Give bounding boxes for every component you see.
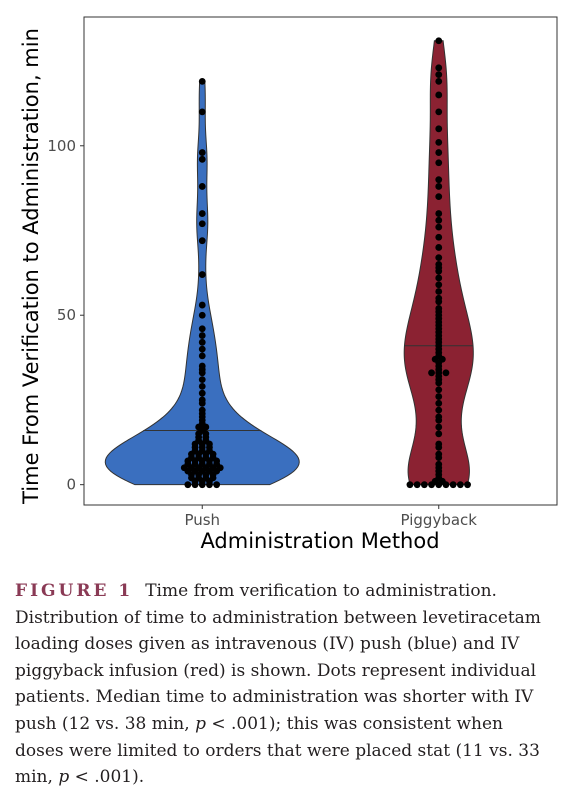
data-point: [435, 254, 443, 262]
x-tick-label: Push: [184, 511, 220, 529]
data-point: [435, 71, 443, 79]
data-point: [435, 294, 443, 302]
data-point: [435, 423, 443, 431]
data-point: [198, 311, 206, 319]
caption-text-3: < .001).: [69, 767, 145, 788]
data-point: [435, 233, 443, 241]
figure-label: FIGURE 1: [15, 581, 134, 601]
data-point: [435, 37, 443, 45]
y-tick-label: 100: [47, 137, 76, 155]
data-point: [198, 149, 206, 156]
data-point: [435, 393, 443, 400]
data-point: [435, 399, 443, 407]
data-point: [435, 216, 443, 224]
data-point: [435, 91, 443, 99]
data-point: [198, 155, 206, 163]
data-point: [435, 108, 443, 116]
data-point: [198, 345, 206, 353]
data-point: [435, 210, 443, 217]
data-point: [435, 64, 443, 72]
data-point: [198, 382, 206, 390]
caption-text-2: < .001); this was consistent when doses …: [15, 713, 540, 788]
data-point: [198, 362, 206, 370]
data-point: [198, 332, 206, 339]
data-point: [198, 396, 206, 404]
data-point: [435, 159, 443, 167]
data-point: [428, 369, 435, 377]
data-point: [435, 274, 443, 282]
data-point: [442, 369, 450, 377]
data-point: [435, 450, 443, 458]
data-point: [198, 352, 206, 360]
data-point: [435, 77, 443, 85]
caption-text-1: Time from verification to administration…: [15, 581, 541, 734]
data-point: [198, 325, 206, 333]
data-point: [198, 237, 206, 245]
violin-chart: 0 50 100 Push Piggyback Time From Verificat…: [19, 16, 558, 553]
y-axis: 0 50 100: [47, 137, 84, 494]
y-tick-label: 0: [66, 476, 76, 494]
x-axis: Push Piggyback: [184, 505, 477, 529]
x-axis-title: Administration Method: [200, 529, 439, 553]
data-point: [435, 288, 443, 295]
data-point: [198, 210, 206, 217]
data-point: [464, 481, 471, 489]
data-point: [435, 176, 443, 184]
data-point: [435, 281, 443, 289]
data-point: [435, 138, 443, 146]
data-point: [406, 481, 414, 489]
data-point: [456, 481, 464, 489]
data-point: [198, 301, 206, 309]
data-point: [435, 305, 443, 312]
data-point: [198, 183, 206, 190]
figure-caption: FIGURE 1 Time from verification to admini…: [15, 578, 555, 791]
data-point: [198, 271, 206, 278]
data-point: [420, 481, 428, 489]
data-point: [435, 460, 443, 468]
y-axis-title: Time From Verification to Administration…: [19, 28, 43, 505]
data-point: [413, 481, 421, 489]
data-point: [198, 406, 206, 414]
data-point: [198, 376, 206, 384]
data-point: [435, 260, 443, 268]
caption-p-2: p: [58, 767, 70, 788]
y-tick-label: 50: [57, 306, 76, 324]
data-point: [198, 338, 206, 346]
data-point: [198, 220, 206, 228]
x-tick-label: Piggyback: [401, 511, 478, 529]
data-point: [435, 406, 443, 414]
data-point: [435, 183, 443, 190]
data-point: [435, 430, 443, 438]
data-point: [435, 244, 443, 251]
data-point: [449, 481, 457, 489]
data-point: [198, 77, 206, 85]
data-point: [435, 125, 443, 133]
caption-p-1: p: [195, 713, 206, 734]
data-point: [435, 386, 443, 394]
data-point: [435, 223, 443, 231]
data-point: [198, 108, 206, 116]
data-point: [198, 389, 206, 397]
data-point: [435, 413, 443, 421]
data-point: [435, 193, 443, 201]
data-point: [435, 440, 443, 448]
data-point: [213, 481, 221, 489]
points-layer: [180, 37, 471, 489]
data-point: [184, 481, 192, 489]
data-point: [435, 149, 443, 156]
